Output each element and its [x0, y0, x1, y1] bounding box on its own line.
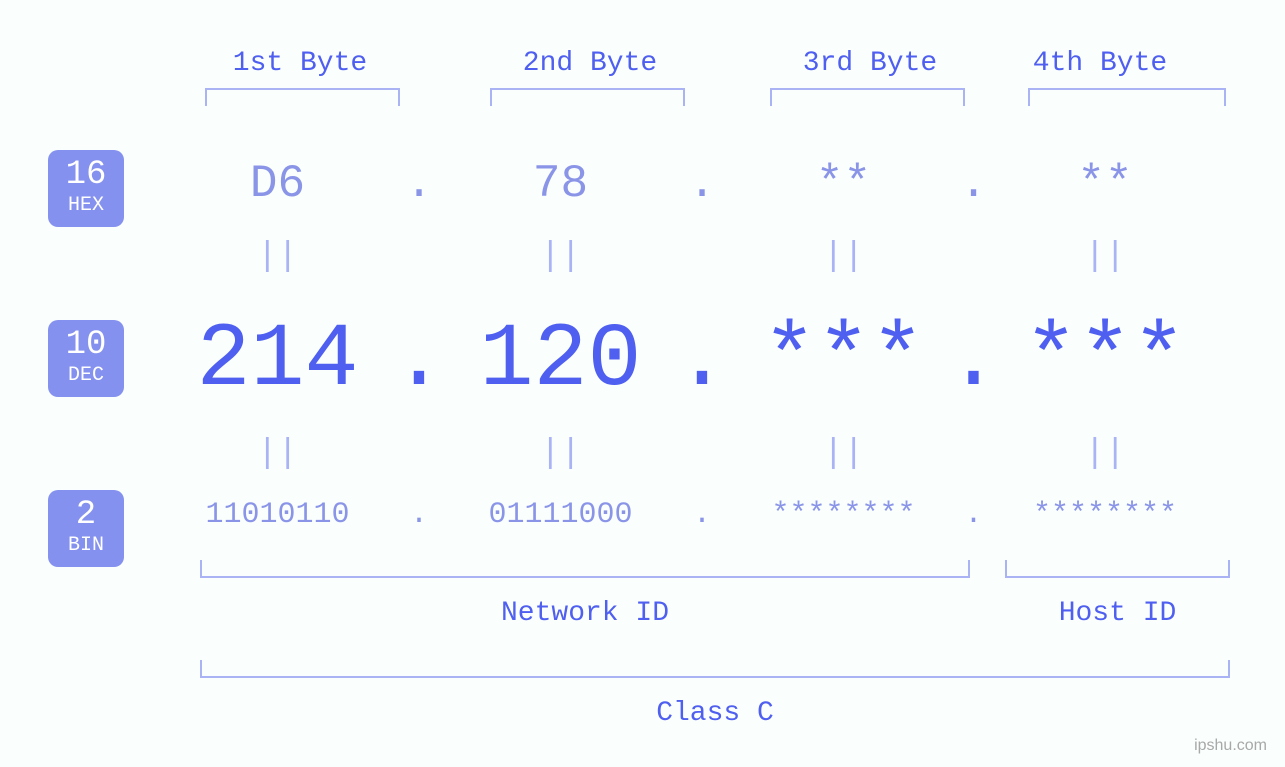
base-label-hex: HEX [68, 194, 104, 217]
ip-conversion-diagram: 1st Byte 2nd Byte 3rd Byte 4th Byte 16 H… [0, 0, 1285, 767]
base-badge-bin: 2 BIN [48, 490, 124, 567]
class-bracket [200, 660, 1230, 678]
bin-byte-4: ******** [1006, 498, 1204, 532]
bin-dot-3: . [941, 498, 1006, 532]
dec-row: 214 . 120 . *** . *** [180, 310, 1255, 412]
dec-dot-2: . [658, 310, 746, 412]
dec-byte-1: 214 [180, 310, 375, 412]
top-bracket-1 [205, 88, 400, 106]
dec-byte-2: 120 [463, 310, 658, 412]
hex-dot-1: . [375, 158, 463, 210]
equals-row-lower: || || || || [180, 435, 1255, 473]
class-label: Class C [200, 698, 1230, 729]
bin-dot-1: . [375, 498, 463, 532]
byte-header-3: 3rd Byte [795, 48, 945, 79]
base-label-bin: BIN [68, 534, 104, 557]
hex-byte-2: 78 [463, 158, 658, 210]
hex-byte-1: D6 [180, 158, 375, 210]
equals-row-upper: || || || || [180, 238, 1255, 276]
base-badge-dec: 10 DEC [48, 320, 124, 397]
eq-u-2: || [463, 238, 658, 276]
network-label: Network ID [200, 598, 970, 629]
top-bracket-4 [1028, 88, 1226, 106]
hex-dot-3: . [941, 158, 1006, 210]
network-bracket [200, 560, 970, 578]
watermark: ipshu.com [1194, 737, 1267, 755]
bin-row: 11010110 . 01111000 . ******** . *******… [180, 498, 1255, 532]
eq-u-3: || [746, 238, 941, 276]
eq-l-2: || [463, 435, 658, 473]
bin-byte-3: ******** [746, 498, 941, 532]
eq-l-4: || [1006, 435, 1204, 473]
base-number-2: 2 [76, 498, 96, 532]
top-bracket-2 [490, 88, 685, 106]
byte-header-4: 4th Byte [1025, 48, 1175, 79]
hex-byte-4: ** [1006, 158, 1204, 210]
eq-u-1: || [180, 238, 375, 276]
host-label: Host ID [1005, 598, 1230, 629]
host-bracket [1005, 560, 1230, 578]
byte-header-1: 1st Byte [225, 48, 375, 79]
eq-l-1: || [180, 435, 375, 473]
top-bracket-3 [770, 88, 965, 106]
base-label-dec: DEC [68, 364, 104, 387]
bin-dot-2: . [658, 498, 746, 532]
dec-dot-1: . [375, 310, 463, 412]
hex-byte-3: ** [746, 158, 941, 210]
base-badge-hex: 16 HEX [48, 150, 124, 227]
bin-byte-2: 01111000 [463, 498, 658, 532]
dec-byte-3: *** [746, 310, 941, 412]
base-number-10: 10 [66, 328, 107, 362]
hex-dot-2: . [658, 158, 746, 210]
base-number-16: 16 [66, 158, 107, 192]
hex-row: D6 . 78 . ** . ** [180, 158, 1255, 210]
dec-byte-4: *** [1006, 310, 1204, 412]
eq-u-4: || [1006, 238, 1204, 276]
byte-header-2: 2nd Byte [515, 48, 665, 79]
dec-dot-3: . [941, 310, 1006, 412]
eq-l-3: || [746, 435, 941, 473]
bin-byte-1: 11010110 [180, 498, 375, 532]
